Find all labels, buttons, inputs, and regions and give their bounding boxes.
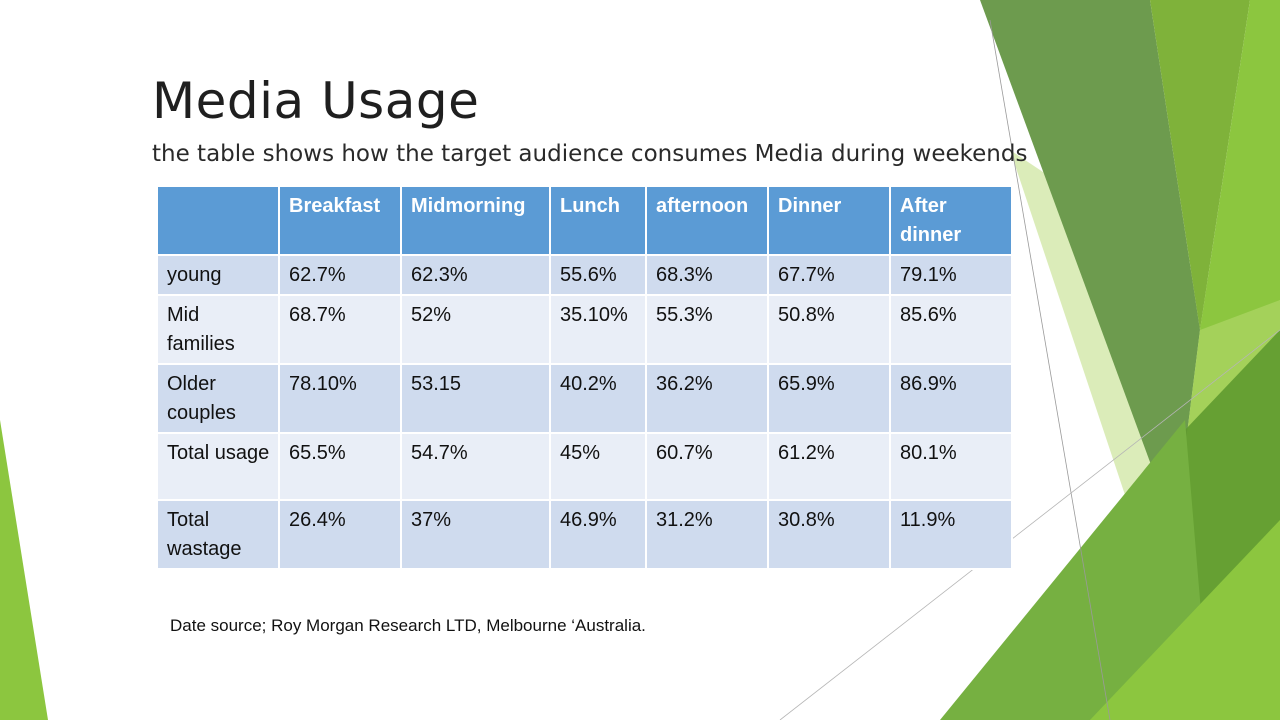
header-cell-after-dinner: After dinner xyxy=(889,185,1013,256)
table-cell: 53.15 xyxy=(400,363,551,434)
table-cell: 30.8% xyxy=(767,499,891,570)
table-cell: 46.9% xyxy=(549,499,647,570)
table-cell: 85.6% xyxy=(889,294,1013,365)
row-label: Total usage xyxy=(156,432,280,501)
row-label: young xyxy=(156,254,280,296)
page-title: Media Usage xyxy=(152,72,480,130)
header-cell-lunch: Lunch xyxy=(549,185,647,256)
table-cell: 68.3% xyxy=(645,254,769,296)
table-cell: 55.6% xyxy=(549,254,647,296)
table-cell: 65.9% xyxy=(767,363,891,434)
table-cell: 80.1% xyxy=(889,432,1013,501)
table-row: Older couples 78.10% 53.15 40.2% 36.2% 6… xyxy=(156,363,1013,434)
facet-left-sliver xyxy=(0,420,48,720)
table-row: Mid families 68.7% 52% 35.10% 55.3% 50.8… xyxy=(156,294,1013,365)
table-cell: 62.3% xyxy=(400,254,551,296)
facet-bottom-green xyxy=(940,420,1210,720)
table-cell: 79.1% xyxy=(889,254,1013,296)
page-subtitle: the table shows how the target audience … xyxy=(152,141,1028,167)
table-cell: 31.2% xyxy=(645,499,769,570)
table-cell: 36.2% xyxy=(645,363,769,434)
table-row: Total usage 65.5% 54.7% 45% 60.7% 61.2% … xyxy=(156,432,1013,501)
media-usage-table: Breakfast Midmorning Lunch afternoon Din… xyxy=(156,185,1013,570)
facet-bottom-bright xyxy=(1090,520,1280,720)
table-row: young 62.7% 62.3% 55.6% 68.3% 67.7% 79.1… xyxy=(156,254,1013,296)
table-cell: 67.7% xyxy=(767,254,891,296)
facet-top-right xyxy=(1150,0,1250,330)
data-source-note: Date source; Roy Morgan Research LTD, Me… xyxy=(170,616,646,635)
table-cell: 11.9% xyxy=(889,499,1013,570)
table-cell: 52% xyxy=(400,294,551,365)
table-cell: 60.7% xyxy=(645,432,769,501)
header-cell-corner xyxy=(156,185,280,256)
table-cell: 35.10% xyxy=(549,294,647,365)
row-label: Older couples xyxy=(156,363,280,434)
table-row: Total wastage 26.4% 37% 46.9% 31.2% 30.8… xyxy=(156,499,1013,570)
header-cell-afternoon: afternoon xyxy=(645,185,769,256)
table-cell: 54.7% xyxy=(400,432,551,501)
facet-thin-line-2 xyxy=(779,329,1280,720)
table-cell: 62.7% xyxy=(278,254,402,296)
table-cell: 68.7% xyxy=(278,294,402,365)
table-cell: 78.10% xyxy=(278,363,402,434)
row-label: Mid families xyxy=(156,294,280,365)
table-cell: 65.5% xyxy=(278,432,402,501)
header-cell-midmorning: Midmorning xyxy=(400,185,551,256)
table-cell: 55.3% xyxy=(645,294,769,365)
table-header-row: Breakfast Midmorning Lunch afternoon Din… xyxy=(156,185,1013,256)
table-cell: 40.2% xyxy=(549,363,647,434)
table-cell: 37% xyxy=(400,499,551,570)
table-cell: 86.9% xyxy=(889,363,1013,434)
table-cell: 50.8% xyxy=(767,294,891,365)
header-cell-breakfast: Breakfast xyxy=(278,185,402,256)
row-label: Total wastage xyxy=(156,499,280,570)
header-cell-dinner: Dinner xyxy=(767,185,891,256)
facet-thin-line-1 xyxy=(989,19,1111,720)
table-cell: 61.2% xyxy=(767,432,891,501)
facet-dark-band xyxy=(980,0,1200,530)
table-cell: 26.4% xyxy=(278,499,402,570)
table-cell: 45% xyxy=(549,432,647,501)
